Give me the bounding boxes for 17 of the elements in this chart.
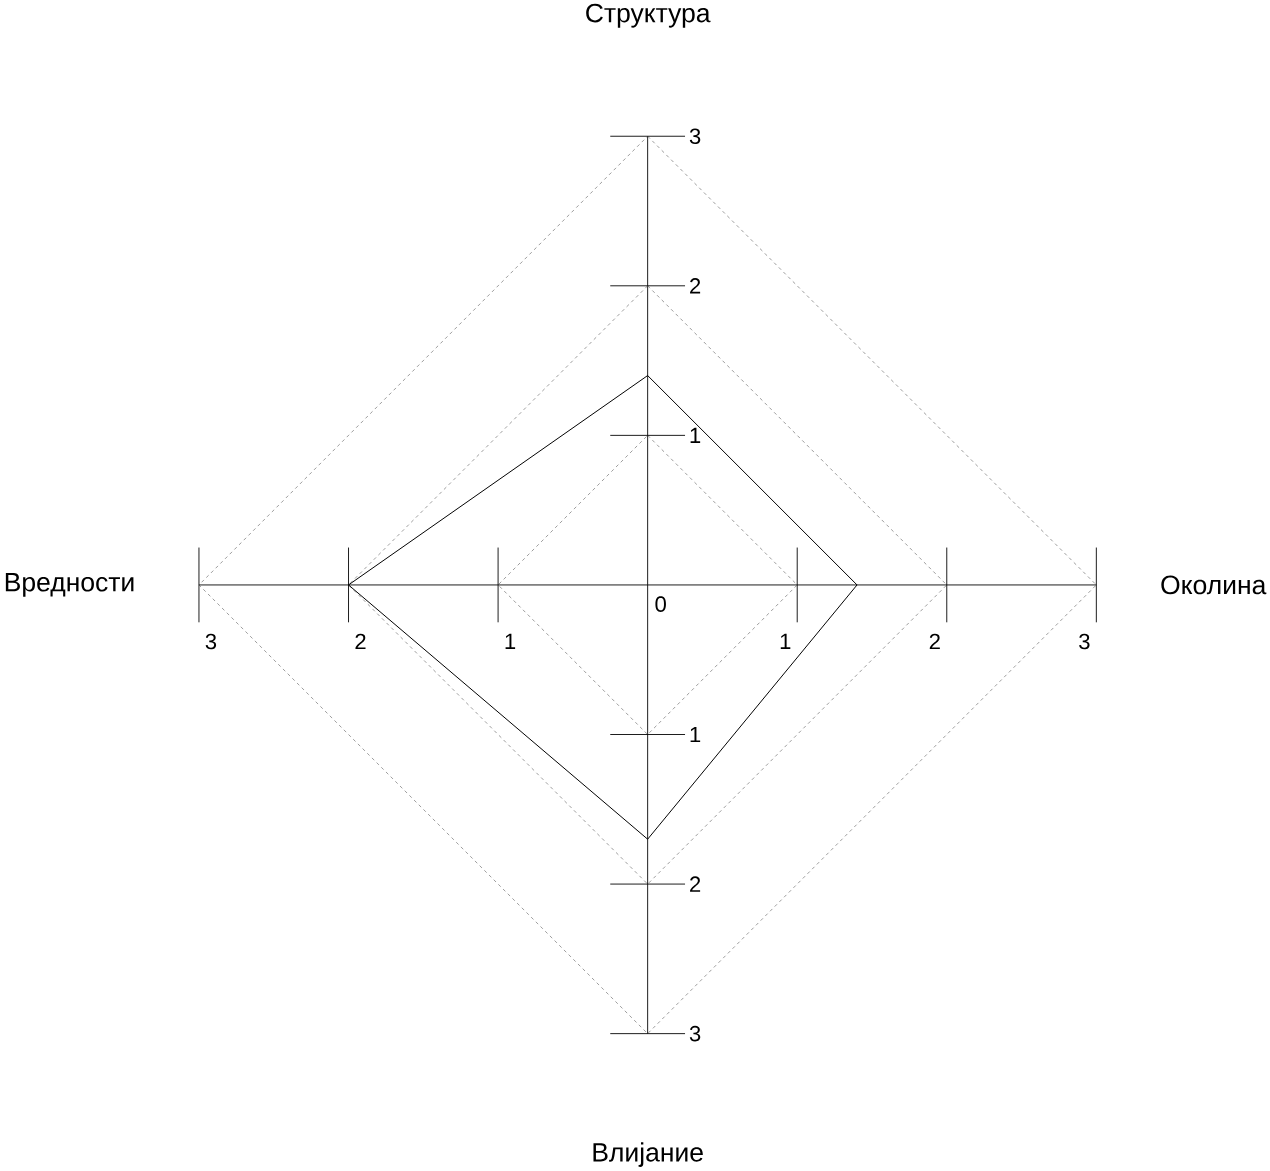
y-tick-label: 3 (689, 128, 701, 145)
y-tick-label: 3 (689, 1026, 701, 1042)
spoke-label: Структура (586, 3, 711, 28)
y-tick-label: 0 (655, 596, 666, 613)
spoke-label: Околина (1161, 575, 1267, 595)
y-tick-label: 2 (929, 633, 940, 650)
y-tick-label: 2 (355, 633, 366, 650)
y-tick-label: 2 (690, 278, 701, 294)
y-tick-label: 3 (205, 633, 217, 650)
spoke-label: Вредности (5, 573, 134, 598)
y-tick-label: 1 (780, 633, 791, 650)
y-tick-label: 2 (690, 876, 701, 892)
y-tick-label: 3 (1079, 633, 1090, 650)
y-tick-label: 1 (690, 727, 701, 743)
spoke-label: Влијание (593, 1142, 703, 1168)
y-tick-label: 1 (690, 427, 701, 444)
y-tick-label: 1 (505, 633, 516, 650)
